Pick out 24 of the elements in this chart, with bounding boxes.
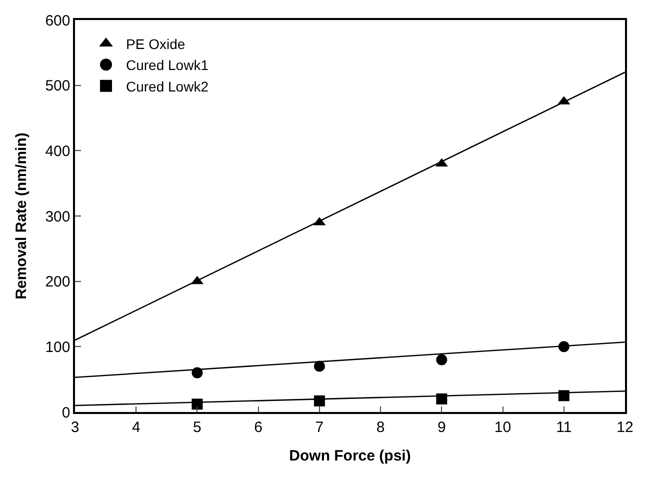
y-tick-label: 0: [62, 404, 70, 422]
y-tick-label: 600: [45, 12, 70, 30]
legend-label: Cured Lowk1: [126, 57, 209, 74]
x-tick-label: 8: [376, 418, 385, 436]
x-tick-label: 10: [494, 418, 512, 436]
x-tick-label: 9: [438, 418, 446, 436]
x-tick-label: 11: [556, 418, 572, 436]
x-tick-label: 4: [132, 418, 140, 436]
x-tick-label: 5: [193, 418, 202, 436]
y-tick-label: 200: [45, 274, 70, 291]
point: [436, 354, 448, 366]
y-axis-title: Removal Rate (nm/min): [12, 132, 30, 300]
x-axis-title: Down Force (psi): [289, 447, 411, 464]
x-tick-label: 6: [254, 418, 262, 436]
point: [314, 360, 325, 372]
x-tick-label: 12: [616, 418, 634, 436]
legend-label: PE Oxide: [126, 36, 186, 52]
legend-label: Cured Lowk2: [126, 78, 209, 94]
y-tick-label: 500: [45, 78, 70, 95]
y-tick-label: 300: [45, 208, 70, 226]
x-tick-label: 3: [70, 418, 80, 436]
x-tick-label: 7: [315, 418, 324, 436]
y-tick-label: 400: [45, 142, 70, 160]
y-tick-label: 100: [45, 338, 70, 356]
